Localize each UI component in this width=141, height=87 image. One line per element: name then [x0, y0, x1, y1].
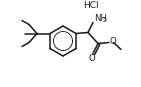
- Text: O: O: [89, 54, 95, 63]
- Text: O: O: [110, 37, 117, 46]
- Text: HCl: HCl: [83, 1, 99, 11]
- Text: 2: 2: [103, 17, 106, 23]
- Text: NH: NH: [94, 14, 107, 23]
